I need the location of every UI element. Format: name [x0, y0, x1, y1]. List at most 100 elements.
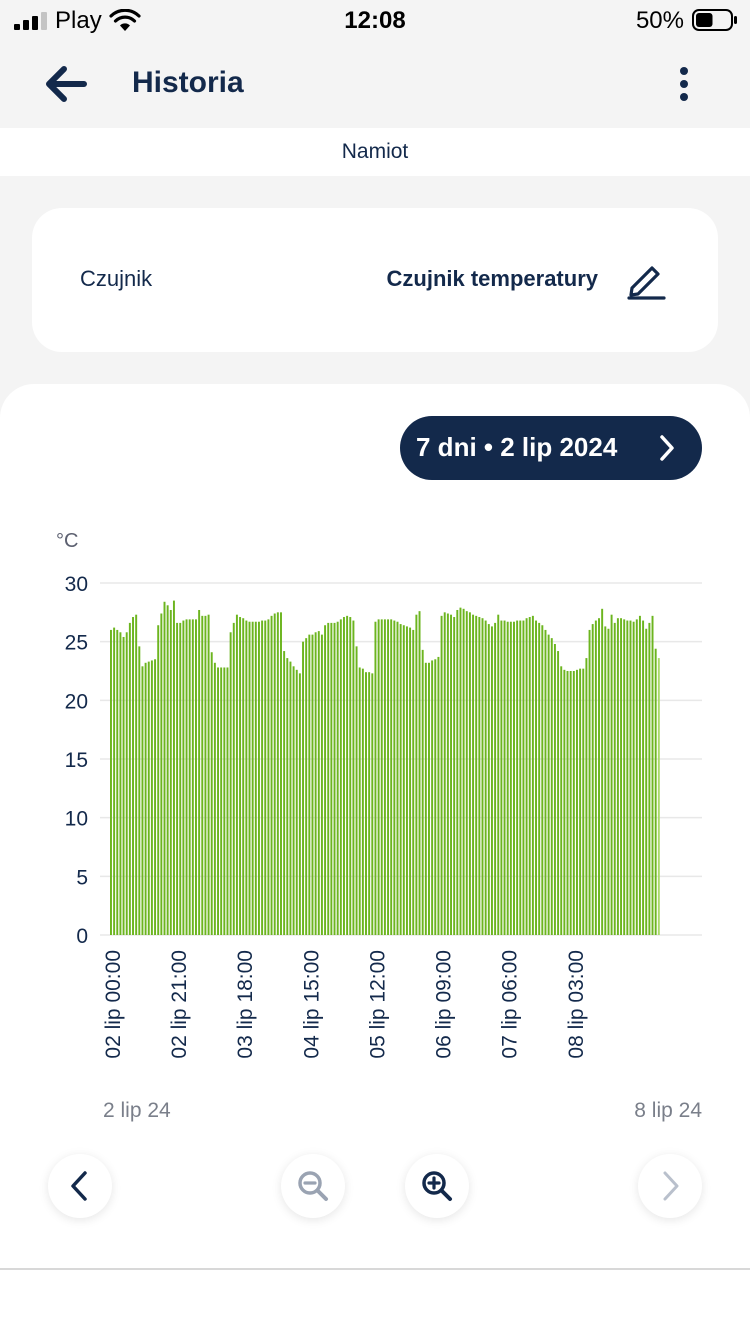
chart-bar [528, 617, 531, 935]
chart-bar [494, 622, 497, 935]
chart-bar [588, 629, 591, 935]
chart-bar [280, 612, 282, 935]
chart-bar [415, 614, 418, 935]
chart-bar [305, 638, 308, 935]
x-tick-label: 02 lip 00:00 [102, 950, 125, 1059]
chart-bar [179, 622, 182, 935]
chart-bar [405, 626, 408, 935]
chart-bar [519, 620, 522, 935]
chart-bar [572, 671, 575, 935]
chart-bar [629, 620, 632, 935]
chart-bar [380, 619, 383, 935]
back-button[interactable] [40, 62, 92, 106]
chart-bar [204, 615, 207, 935]
chart-bar [569, 671, 572, 935]
chart-bar [459, 607, 462, 935]
chart-bar [396, 621, 399, 935]
chart-bar [446, 613, 449, 935]
chevron-right-icon [660, 435, 674, 461]
chart-bar [490, 626, 493, 935]
chart-bar [450, 614, 452, 935]
wifi-icon [109, 9, 141, 31]
chart-bar [264, 620, 267, 935]
chart-bar [393, 620, 396, 935]
chart-bar [201, 615, 204, 935]
chart-bar [122, 636, 125, 935]
chart-bar [500, 620, 503, 935]
chart-bar [349, 617, 352, 935]
chart-bar [613, 622, 616, 935]
chart-bar [157, 625, 160, 935]
chart-bar [431, 660, 434, 935]
y-tick-label: 10 [65, 808, 88, 831]
chart-bar [560, 666, 563, 935]
y-tick-label: 15 [65, 749, 88, 772]
chart-bar [198, 609, 201, 935]
chart-bar [251, 621, 254, 935]
chart-bar [377, 619, 380, 935]
chart-bar [116, 629, 119, 935]
chart-bar [311, 634, 314, 935]
x-tick-label: 07 lip 06:00 [499, 950, 522, 1059]
chart-bar [138, 646, 141, 935]
chart-bar [478, 617, 481, 935]
chart-bar [503, 620, 506, 935]
chart-bar [468, 612, 471, 935]
chart-bar [248, 621, 251, 935]
chart-bar [428, 662, 430, 935]
more-options-button[interactable] [664, 62, 704, 106]
chart-bar [610, 614, 613, 935]
y-axis-unit: °C [56, 530, 78, 552]
location-name: Namiot [0, 128, 750, 176]
chart-bar [191, 619, 194, 935]
chart-bar [207, 614, 210, 935]
chart-bar [591, 624, 594, 935]
zoom-in-button[interactable] [405, 1154, 469, 1218]
chart-bar [424, 662, 427, 935]
zoom-out-button[interactable] [281, 1154, 345, 1218]
chart-bar [547, 634, 550, 935]
chart-bar [226, 667, 229, 935]
chart-bar [522, 620, 525, 935]
chart-bar [475, 615, 478, 935]
y-tick-label: 30 [65, 573, 88, 596]
chart-bar [213, 662, 216, 935]
chart-bar [270, 615, 273, 935]
previous-period-button[interactable] [48, 1154, 112, 1218]
arrow-left-icon [46, 66, 87, 102]
chevron-right-icon [663, 1171, 679, 1201]
chart-bar [453, 617, 456, 935]
chart-bar [645, 628, 648, 935]
chart-bar [135, 614, 138, 935]
chart-bar [113, 627, 116, 935]
chart-bar [358, 667, 361, 935]
chart-bar [437, 656, 440, 935]
chart-bar [195, 619, 197, 935]
chart-bar [550, 638, 553, 935]
x-tick-label: 02 lip 21:00 [168, 950, 191, 1059]
chart-bar [399, 624, 402, 935]
bottom-divider [0, 1268, 750, 1270]
date-range-label: 7 dni • 2 lip 2024 [416, 432, 618, 462]
zoom-in-icon [422, 1171, 452, 1201]
chart-bar [648, 622, 651, 935]
chart-bar [289, 661, 292, 935]
x-tick-label: 05 lip 12:00 [366, 950, 389, 1059]
chart-bar [286, 658, 289, 935]
chart-bar [585, 658, 588, 935]
chart-bar [141, 666, 144, 935]
chart-bar [516, 620, 519, 935]
chart-bar [651, 615, 654, 935]
next-period-button[interactable] [638, 1154, 702, 1218]
chart-bar [239, 617, 242, 935]
chart-bar [657, 658, 660, 935]
edit-sensor-button[interactable] [624, 258, 668, 302]
chart-bar [110, 629, 112, 935]
zoom-out-icon [298, 1171, 328, 1201]
chart-bar [355, 646, 358, 935]
chart-bar [154, 659, 157, 935]
chart-bar [160, 613, 163, 935]
date-range-button[interactable]: 7 dni • 2 lip 2024 [400, 416, 702, 480]
chart-bar [604, 626, 607, 935]
chart-bar [182, 620, 185, 935]
